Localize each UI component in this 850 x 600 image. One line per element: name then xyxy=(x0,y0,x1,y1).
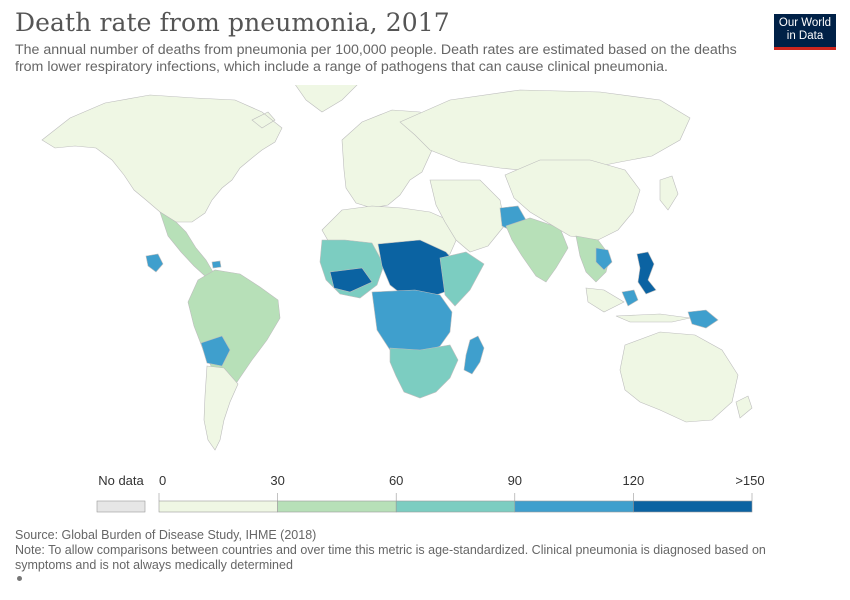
region-middle-east[interactable] xyxy=(429,179,506,253)
region-mainland-southeast-asia[interactable] xyxy=(575,235,611,283)
legend-tick-label: 120 xyxy=(623,473,645,488)
source-note: Source: Global Burden of Disease Study, … xyxy=(15,528,317,542)
footer-bullet xyxy=(17,576,22,581)
region-new-zealand[interactable] xyxy=(735,395,753,419)
logo-line-1: Our World xyxy=(778,17,832,29)
owid-logo[interactable]: Our World in Data xyxy=(774,14,836,50)
world-map xyxy=(41,85,753,451)
legend-bin-0[interactable] xyxy=(158,500,278,513)
logo-line-2: in Data xyxy=(786,30,824,42)
region-south-america[interactable] xyxy=(187,269,281,389)
legend-tick-label: 90 xyxy=(508,473,522,488)
region-europe[interactable] xyxy=(341,109,433,209)
region-argentina-chile[interactable] xyxy=(203,365,239,451)
region-australia[interactable] xyxy=(619,331,739,423)
legend-bin-4[interactable] xyxy=(633,500,753,513)
region-south-asia[interactable] xyxy=(505,217,569,283)
region-north-america[interactable] xyxy=(41,94,283,223)
region-sulawesi[interactable] xyxy=(621,289,639,307)
legend-bin-1[interactable] xyxy=(277,500,397,513)
legend-tick-label: 60 xyxy=(389,473,403,488)
region-papua-new-guinea[interactable] xyxy=(687,309,719,329)
methodology-note: Note: To allow comparisons between count… xyxy=(15,543,766,572)
legend-tick-label: >150 xyxy=(735,473,764,488)
region-southern-africa[interactable] xyxy=(389,344,459,399)
legend-bin-3[interactable] xyxy=(514,500,634,513)
region-madagascar[interactable] xyxy=(463,335,485,375)
region-haiti[interactable] xyxy=(211,260,222,269)
region-philippines[interactable] xyxy=(636,251,657,295)
legend-tick-label: 30 xyxy=(270,473,284,488)
legend-bin-2[interactable] xyxy=(395,500,516,513)
chart-subtitle: The annual number of deaths from pneumon… xyxy=(15,42,737,75)
chart-title: Death rate from pneumonia, 2017 xyxy=(15,8,450,37)
region-japan[interactable] xyxy=(659,175,679,211)
region-central-africa[interactable] xyxy=(371,289,453,357)
chart-footer: Source: Global Burden of Disease Study, … xyxy=(15,528,795,573)
map-legend: No data 0 30 60 90 120 >150 xyxy=(96,473,765,513)
legend-no-data-swatch[interactable] xyxy=(96,500,146,513)
legend-bins: 0 30 60 90 120 >150 xyxy=(158,473,765,513)
region-indonesia[interactable] xyxy=(585,287,691,323)
legend-no-data-label: No data xyxy=(98,473,144,488)
region-east-africa[interactable] xyxy=(439,251,485,307)
map-regions xyxy=(41,85,753,451)
region-guatemala[interactable] xyxy=(145,253,164,273)
region-bolivia[interactable] xyxy=(200,335,231,367)
region-china[interactable] xyxy=(504,159,641,241)
region-sahel-africa[interactable] xyxy=(329,239,459,299)
region-greenland[interactable] xyxy=(272,85,380,113)
region-laos-cambodia[interactable] xyxy=(595,247,613,271)
region-russia[interactable] xyxy=(399,89,691,173)
legend-tick-label: 0 xyxy=(159,473,166,488)
